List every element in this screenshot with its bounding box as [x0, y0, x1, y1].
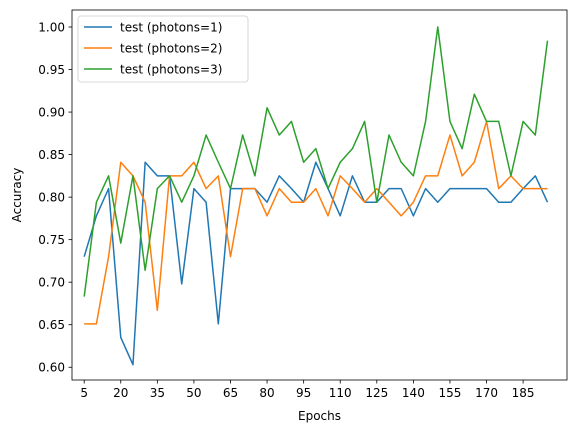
series-layer — [83, 26, 549, 366]
y-tick-label: 0.65 — [38, 318, 65, 332]
y-tick-label: 0.70 — [38, 275, 65, 289]
x-tick-label: 20 — [113, 386, 128, 400]
x-tick-label: 95 — [296, 386, 311, 400]
series-line-3 — [83, 26, 549, 297]
x-tick-label: 65 — [223, 386, 238, 400]
legend-label-2: test (photons=2) — [120, 41, 222, 55]
y-tick-label: 1.00 — [38, 20, 65, 34]
series-line-2 — [84, 120, 548, 325]
legend-label-3: test (photons=3) — [120, 62, 222, 76]
x-axis-label: Epochs — [298, 409, 341, 423]
x-tick-label: 125 — [365, 386, 388, 400]
x-tick-label: 140 — [402, 386, 425, 400]
y-axis-label: Accuracy — [10, 168, 24, 223]
plot-frame — [71, 9, 568, 381]
y-tick-label: 0.60 — [38, 361, 65, 375]
legend-box — [77, 15, 249, 83]
x-tick-label: 110 — [329, 386, 352, 400]
y-tick-label: 0.95 — [38, 63, 65, 77]
series-line-1 — [83, 161, 549, 366]
legend: test (photons=1) test (photons=2) test (ph… — [77, 15, 249, 83]
x-tick-label: 155 — [439, 386, 462, 400]
x-tick-label: 80 — [259, 386, 274, 400]
y-ticks: 0.60 0.65 0.70 0.75 0.80 0.85 0.90 0.95 1.00 — [38, 20, 72, 375]
y-tick-label: 0.80 — [38, 190, 65, 204]
y-tick-label: 0.85 — [38, 148, 65, 162]
x-tick-label: 35 — [150, 386, 165, 400]
x-tick-label: 170 — [475, 386, 498, 400]
y-tick-label: 0.90 — [38, 105, 65, 119]
x-tick-label: 185 — [512, 386, 535, 400]
x-tick-label: 5 — [80, 386, 88, 400]
legend-label-1: test (photons=1) — [120, 20, 222, 34]
x-ticks: 5 20 35 50 65 80 95 110 125 140 155 170 185 — [80, 380, 535, 400]
x-tick-label: 50 — [186, 386, 201, 400]
y-tick-label: 0.75 — [38, 233, 65, 247]
